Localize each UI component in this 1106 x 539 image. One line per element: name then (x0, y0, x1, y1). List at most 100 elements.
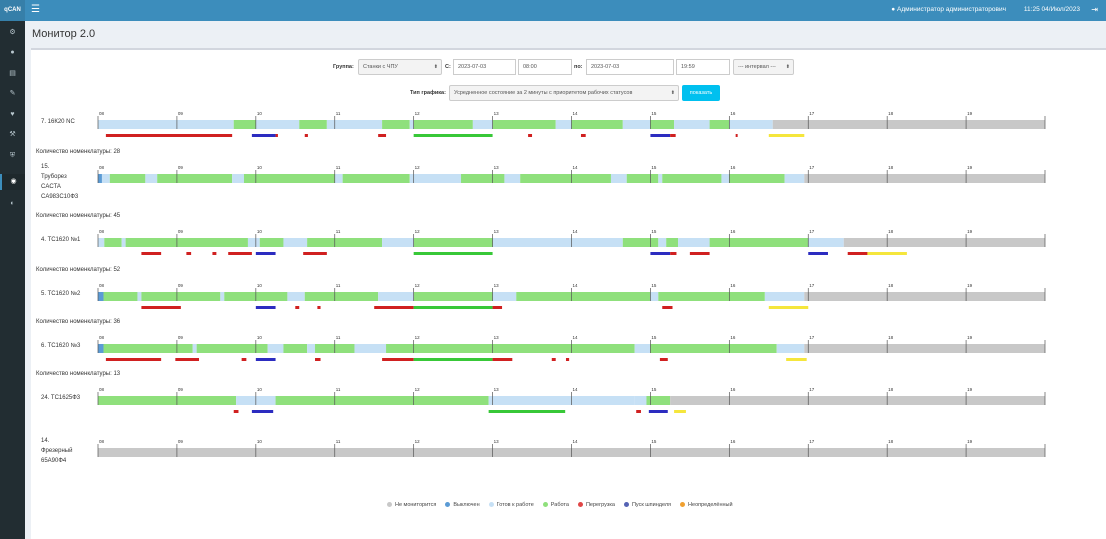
hour-label: 16 (730, 439, 736, 444)
user-icon: ● (891, 6, 898, 13)
timeline-segment-ready (492, 292, 517, 301)
hour-label: 15 (651, 387, 657, 392)
timeline-segment-off (98, 292, 104, 301)
users-icon[interactable]: ● (10, 49, 15, 56)
hour-label: 13 (494, 335, 500, 340)
timeline-segment-work (283, 344, 308, 353)
timeline-segment-nm (843, 238, 1045, 247)
hour-label: 08 (99, 111, 105, 116)
event-mark-work_line (413, 306, 493, 309)
from-time-input[interactable]: 08:00 (518, 59, 572, 75)
nomenclature-count: Количество номенклатуры: 28 (36, 149, 121, 155)
hour-label: 15 (651, 439, 657, 444)
logout-icon[interactable]: ⇥ (1091, 5, 1098, 14)
to-time-input[interactable]: 19:59 (676, 59, 730, 75)
event-mark-over (374, 306, 414, 309)
event-mark-over (689, 252, 710, 255)
event-mark-over (303, 252, 327, 255)
app-logo[interactable]: qCAN (0, 0, 25, 21)
hour-label: 16 (730, 229, 736, 234)
group-select[interactable]: Станки с ЧПУ ⬍ (358, 59, 442, 75)
timeline-segment-ready (634, 396, 647, 405)
event-mark-over (670, 134, 676, 137)
hour-label: 14 (573, 229, 579, 234)
event-mark-spindle (650, 134, 671, 137)
from-date-input[interactable]: 2023-07-03 (453, 59, 516, 75)
timeline-segment-ready (472, 120, 493, 129)
gear-icon[interactable]: ⚙ (9, 29, 16, 36)
hour-label: 11 (336, 111, 341, 116)
timeline-segment-nm (804, 174, 1045, 183)
legend-label: Неопределённый (688, 502, 733, 508)
timeline-segment-ready (678, 238, 710, 247)
hammer-icon[interactable]: ⚒ (9, 131, 16, 138)
event-mark-over (212, 252, 217, 255)
hour-label: 17 (809, 335, 815, 340)
timeline-segment-ready (409, 174, 462, 183)
user-menu[interactable]: ● Администратор администраторович (891, 6, 1006, 13)
timeline-segment-ready (488, 396, 635, 405)
machine-timeline: 08 09 10 11 12 13 14 15 16 17 18 19 (97, 387, 1046, 413)
timeline-segment-off (98, 174, 102, 183)
timeline-segment-ready (287, 292, 305, 301)
hour-label: 18 (888, 335, 894, 340)
hour-label: 09 (178, 111, 184, 116)
timeline-segment-ready (98, 120, 234, 129)
event-mark-over (241, 358, 247, 361)
legend-dot (445, 502, 451, 508)
hamburger-icon[interactable]: ☰ (31, 4, 40, 15)
timeline-segment-ready (255, 120, 300, 129)
to-date-input[interactable]: 2023-07-03 (586, 59, 674, 75)
timeline-segment-work (650, 120, 675, 129)
hour-label: 08 (99, 283, 105, 288)
machine-name: 7. 16К20 NC (41, 119, 75, 125)
legend-item: Неопределённый (680, 502, 733, 508)
heartbeat-icon[interactable]: ♥ (10, 111, 15, 118)
timeline-segment-work (103, 344, 193, 353)
hour-label: 11 (336, 229, 341, 234)
hour-label: 09 (178, 229, 184, 234)
show-button[interactable]: показать (682, 85, 720, 101)
timeline-segment-ready (622, 120, 651, 129)
timeline-segment-ready (145, 174, 158, 183)
hour-label: 08 (99, 165, 105, 170)
hour-label: 09 (178, 335, 184, 340)
timeline-segment-ready (650, 292, 659, 301)
shield-icon[interactable]: ⛨ (9, 152, 16, 159)
timeline-segment-ready (504, 174, 521, 183)
hour-label: 19 (967, 165, 973, 170)
timeline-segment-work (516, 292, 651, 301)
document-icon[interactable]: ▤ (9, 70, 16, 77)
hour-label: 11 (336, 387, 341, 392)
hour-label: 08 (99, 229, 105, 234)
event-mark-work_line (413, 252, 493, 255)
hour-label: 10 (257, 387, 263, 392)
page-title: Монитор 2.0 (32, 28, 96, 40)
wrench-icon[interactable]: ✎ (9, 90, 16, 97)
timeline-segment-ready (382, 238, 414, 247)
group-value: Станки с ЧПУ (363, 64, 398, 70)
nomenclature-count: Количество номенклатуры: 45 (36, 213, 121, 219)
legend-item: Готов к работе (488, 502, 534, 508)
event-mark-over (175, 358, 200, 361)
hour-label: 19 (967, 439, 973, 444)
eye-icon[interactable]: ◉ (0, 174, 25, 190)
chart-type-select[interactable]: Усредненное состояние за 2 минуты с прио… (449, 85, 679, 101)
hour-label: 09 (178, 439, 184, 444)
event-mark-over (105, 358, 162, 361)
legend-item: Работа (542, 502, 569, 508)
timeline-segment-work (157, 174, 233, 183)
hour-label: 13 (494, 283, 500, 288)
hour-label: 16 (730, 387, 736, 392)
legend-dot (680, 502, 686, 508)
globe-icon[interactable]: ◐ (10, 200, 15, 207)
timeline-segment-work (382, 120, 410, 129)
legend-dot (488, 502, 494, 508)
interval-select[interactable]: --- интервал --- ⬍ (733, 59, 794, 75)
event-mark-spindle (251, 134, 276, 137)
timeline-segment-ready (307, 344, 316, 353)
legend-label: Пуск шпинделя (631, 502, 672, 508)
hour-label: 10 (257, 439, 263, 444)
timeline-segment-work (103, 292, 138, 301)
timeline-segment-ready (101, 174, 110, 183)
